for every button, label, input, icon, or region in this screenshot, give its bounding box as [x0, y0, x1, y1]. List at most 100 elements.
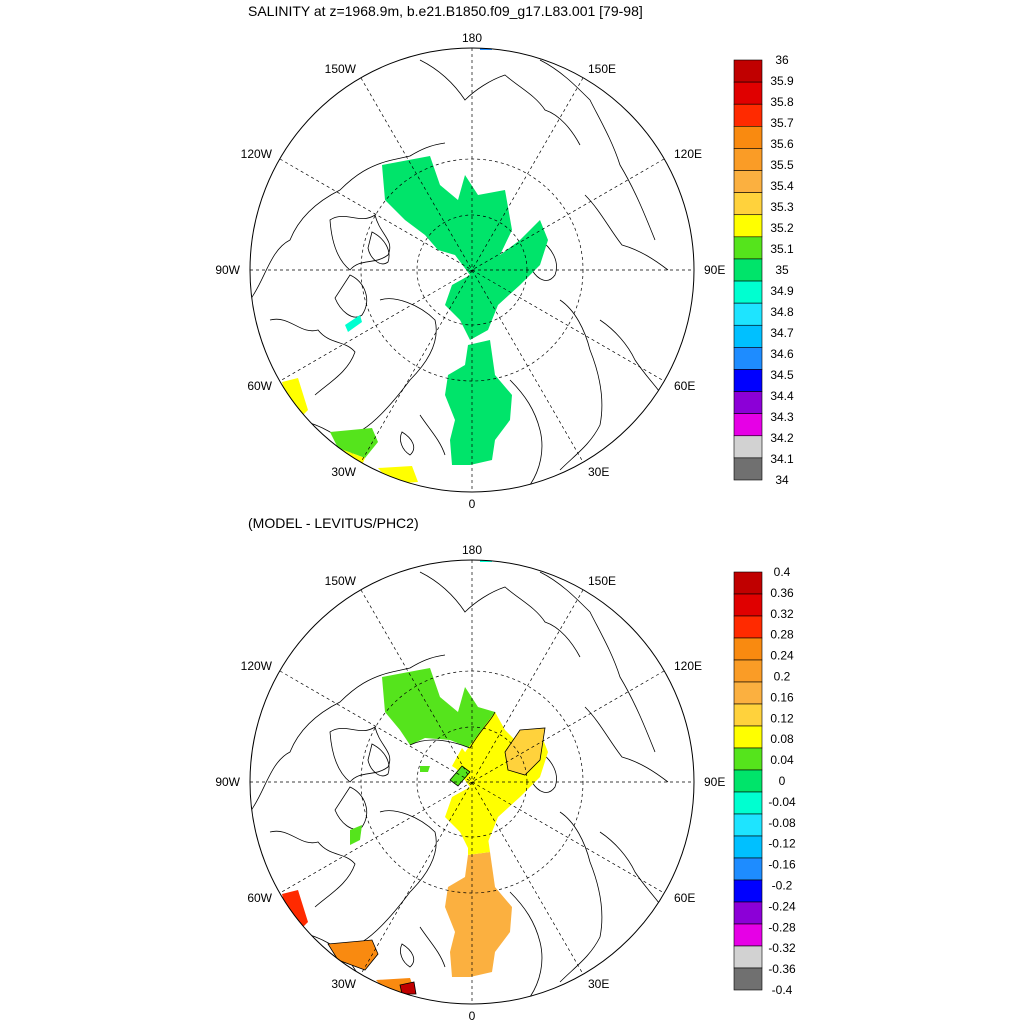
colorbar-label: 34.8 — [770, 305, 794, 319]
colorbar-swatch — [733, 103, 763, 127]
colorbar-swatch — [733, 835, 763, 859]
svg-text:150W: 150W — [325, 62, 357, 76]
longitude-labels-2: 180 0 90W 90E 150W 120W 150E 120E 60W 30… — [215, 543, 725, 1023]
colorbar-label: 0.04 — [770, 753, 794, 767]
colorbar-swatch — [733, 923, 763, 947]
colorbar-label: -0.04 — [768, 795, 796, 809]
colorbar-label: 34.4 — [770, 389, 794, 403]
colorbar-label: 0.32 — [770, 607, 794, 621]
svg-text:0: 0 — [469, 497, 476, 511]
svg-text:30W: 30W — [331, 465, 356, 479]
colorbar-label: 0 — [779, 774, 786, 788]
salinity-field-1 — [282, 48, 548, 484]
colorbar-swatch — [733, 170, 763, 193]
colorbar-swatch — [733, 967, 763, 991]
colorbar-swatch — [733, 347, 763, 370]
colorbar-swatch — [733, 81, 763, 105]
svg-text:120E: 120E — [674, 147, 702, 161]
colorbar-label: 0.4 — [774, 565, 791, 579]
colorbar-label: 35 — [775, 263, 789, 277]
colorbar-label: -0.24 — [768, 899, 796, 913]
colorbar-label: -0.4 — [772, 983, 793, 997]
svg-text:180: 180 — [462, 31, 482, 45]
svg-text:60W: 60W — [247, 379, 272, 393]
colorbar-swatch — [733, 593, 763, 617]
colorbar-label: 35.4 — [770, 179, 794, 193]
svg-text:60W: 60W — [247, 891, 272, 905]
colorbar-swatch — [733, 324, 763, 348]
colorbar-label: -0.16 — [768, 858, 796, 872]
svg-text:30E: 30E — [588, 465, 609, 479]
colorbar-swatch — [733, 59, 763, 83]
colorbar-label: -0.28 — [768, 920, 796, 934]
colorbar-swatch — [733, 435, 763, 459]
colorbar-swatch — [733, 879, 763, 903]
svg-text:150E: 150E — [588, 574, 616, 588]
svg-text:30E: 30E — [588, 977, 609, 991]
colorbar-swatch — [733, 725, 763, 749]
colorbar-label: 35.8 — [770, 95, 794, 109]
colorbar-label: 36 — [775, 53, 789, 67]
colorbar-swatch — [733, 369, 763, 392]
colorbar-swatch — [733, 302, 763, 326]
svg-text:150E: 150E — [588, 62, 616, 76]
colorbar-swatch — [733, 258, 763, 282]
svg-text:120W: 120W — [241, 147, 273, 161]
polar-map-2: 180 0 90W 90E 150W 120W 150E 120E 60W 30… — [215, 543, 725, 1023]
graticule-1 — [250, 48, 694, 492]
colorbar-label: 35.3 — [770, 200, 794, 214]
colorbar-label: -0.32 — [768, 941, 796, 955]
colorbar-label: 35.1 — [770, 242, 794, 256]
colorbar-label: 34.3 — [770, 410, 794, 424]
colorbar-label: 0.36 — [770, 586, 794, 600]
svg-text:60E: 60E — [674, 891, 695, 905]
colorbar-swatch — [733, 857, 763, 881]
colorbar-swatch — [733, 214, 763, 238]
svg-text:0: 0 — [469, 1009, 476, 1023]
colorbar-1: 36 35.9 35.8 35.7 35.6 35.5 35.4 35.3 35.2 35.1 35… — [733, 53, 794, 487]
salinity-difference-field — [282, 560, 548, 996]
graticule-2 — [250, 560, 694, 1004]
colorbar-swatch — [733, 571, 763, 595]
svg-text:120E: 120E — [674, 659, 702, 673]
colorbar-label: -0.12 — [768, 837, 796, 851]
colorbar-swatch — [733, 615, 763, 639]
colorbar-swatch — [733, 681, 763, 705]
colorbar-label: 35.5 — [770, 158, 794, 172]
svg-text:120W: 120W — [241, 659, 273, 673]
colorbar-swatch — [733, 791, 763, 815]
colorbar-label: -0.2 — [772, 879, 793, 893]
colorbar-swatch — [733, 391, 763, 414]
svg-text:60E: 60E — [674, 379, 695, 393]
colorbar-label: 34.2 — [770, 431, 794, 445]
colorbar-label: 35.9 — [770, 74, 794, 88]
longitude-labels-1: 180 0 90W 90E 150W 120W 150E 120E 60W 30… — [215, 31, 725, 511]
colorbar-label: 34.1 — [770, 452, 794, 466]
colorbar-swatch — [733, 236, 763, 260]
svg-text:90W: 90W — [215, 263, 240, 277]
panel-1-title: SALINITY at z=1968.9m, b.e21.B1850.f09_g… — [248, 3, 643, 19]
colorbar-label: 34.9 — [770, 284, 794, 298]
colorbar-label: 0.12 — [770, 711, 794, 725]
colorbar-label: 34.6 — [770, 347, 794, 361]
colorbar-label: 34.5 — [770, 368, 794, 382]
colorbar-swatch — [733, 192, 763, 216]
svg-text:180: 180 — [462, 543, 482, 557]
colorbar-label: 35.6 — [770, 137, 794, 151]
svg-text:90E: 90E — [704, 775, 725, 789]
colorbar-swatch — [733, 769, 763, 793]
colorbar-2: 0.4 0.36 0.32 0.28 0.24 0.2 0.16 0.12 0.08 0.04 0 -… — [733, 565, 796, 997]
colorbar-swatch — [733, 945, 763, 969]
colorbar-label: 0.08 — [770, 732, 794, 746]
colorbar-swatch — [733, 703, 763, 727]
colorbar-label: 34.7 — [770, 326, 794, 340]
colorbar-label: 35.7 — [770, 116, 794, 130]
colorbar-swatch — [733, 126, 763, 149]
colorbar-swatch — [733, 148, 763, 171]
colorbar-swatch — [733, 413, 763, 437]
colorbar-label: -0.36 — [768, 962, 796, 976]
colorbar-label: 0.2 — [774, 670, 791, 684]
polar-map-1: 180 0 90W 90E 150W 120W 150E 120E 60W 30… — [215, 31, 725, 511]
panel-2-title: (MODEL - LEVITUS/PHC2) — [248, 515, 419, 531]
